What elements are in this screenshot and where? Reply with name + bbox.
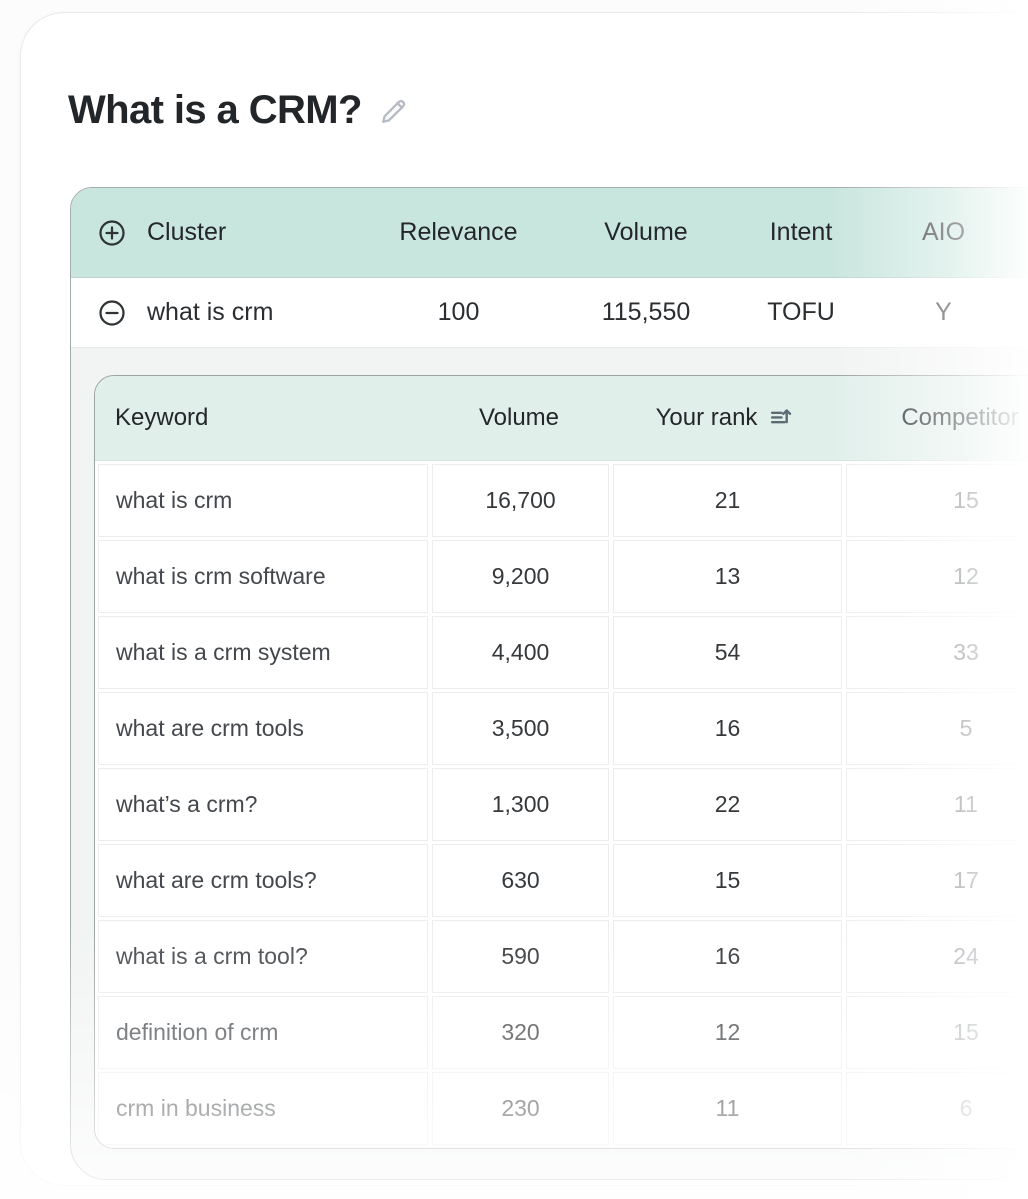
cluster-row: what is crm 100 115,550 TOFU Y: [71, 278, 1028, 348]
volume-cell: 9,200: [432, 540, 609, 613]
title-row: What is a CRM?: [68, 88, 410, 133]
minus-circle-icon: [97, 298, 127, 328]
pencil-icon: [379, 96, 409, 126]
collapse-row-button[interactable]: [97, 298, 127, 328]
keyword-cell: what is crm software: [98, 540, 428, 613]
keyword-cell: definition of crm: [98, 996, 428, 1069]
keyword-table-header: Keyword Volume Your rank: [95, 376, 1028, 461]
column-header-your-rank[interactable]: Your rank: [609, 404, 841, 432]
volume-cell: 4,400: [432, 616, 609, 689]
column-header-keyword: Keyword: [115, 404, 209, 431]
keyword-table-body: what is crm 16,700 21 15 what is crm softwar…: [95, 461, 1028, 1148]
keyword-cell: what is a crm system: [98, 616, 428, 689]
cluster-volume: 115,550: [601, 298, 691, 326]
volume-cell: 590: [432, 920, 609, 993]
cluster-intent: TOFU: [767, 298, 835, 326]
volume-cell: 320: [432, 996, 609, 1069]
your-rank-cell: 16: [613, 692, 842, 765]
your-rank-cell: 21: [613, 464, 842, 537]
volume-cell: 16,700: [432, 464, 609, 537]
column-header-intent: Intent: [769, 218, 833, 246]
your-rank-cell: 54: [613, 616, 842, 689]
competitor-cell: 15: [846, 464, 1028, 537]
column-header-volume: Volume: [604, 218, 688, 246]
your-rank-cell: 16: [613, 920, 842, 993]
competitor-cell: 5: [846, 692, 1028, 765]
column-header-cluster: Cluster: [147, 218, 227, 246]
competitor-cell: 24: [846, 920, 1028, 993]
edit-title-button[interactable]: [378, 95, 410, 127]
competitor-cell: 33: [846, 616, 1028, 689]
page-title: What is a CRM?: [68, 88, 362, 132]
keyword-cell: what’s a crm?: [98, 768, 428, 841]
column-header-competitor: Competitor: [901, 404, 1019, 431]
competitor-cell: 6: [846, 1072, 1028, 1145]
your-rank-label: Your rank: [655, 404, 758, 431]
your-rank-cell: 12: [613, 996, 842, 1069]
keyword-cell: crm in business: [98, 1072, 428, 1145]
column-header-kw-volume: Volume: [478, 404, 560, 431]
volume-cell: 3,500: [432, 692, 609, 765]
keyword-cell: what are crm tools: [98, 692, 428, 765]
competitor-cell: 12: [846, 540, 1028, 613]
sort-ascending-icon[interactable]: [769, 406, 794, 431]
cluster-name: what is crm: [147, 298, 274, 326]
your-rank-cell: 15: [613, 844, 842, 917]
competitor-cell: 17: [846, 844, 1028, 917]
cluster-aio: Y: [935, 298, 952, 326]
your-rank-cell: 22: [613, 768, 842, 841]
plus-circle-icon: [97, 218, 127, 248]
volume-cell: 1,300: [432, 768, 609, 841]
keyword-cell: what are crm tools?: [98, 844, 428, 917]
keyword-cell: what is crm: [98, 464, 428, 537]
cluster-expanded-panel: Keyword Volume Your rank: [71, 348, 1028, 1179]
competitor-cell: 15: [846, 996, 1028, 1069]
keyword-cell: what is a crm tool?: [98, 920, 428, 993]
cluster-table: Cluster Relevance Volume Intent AIO what…: [70, 187, 1028, 1180]
expand-all-button[interactable]: [97, 218, 127, 248]
column-header-aio: AIO: [921, 218, 966, 246]
your-rank-cell: 11: [613, 1072, 842, 1145]
cluster-table-header: Cluster Relevance Volume Intent AIO: [71, 188, 1028, 278]
column-header-relevance: Relevance: [399, 218, 518, 246]
volume-cell: 230: [432, 1072, 609, 1145]
cluster-relevance: 100: [437, 298, 480, 326]
keyword-table: Keyword Volume Your rank: [94, 375, 1028, 1149]
volume-cell: 630: [432, 844, 609, 917]
competitor-cell: 11: [846, 768, 1028, 841]
your-rank-cell: 13: [613, 540, 842, 613]
